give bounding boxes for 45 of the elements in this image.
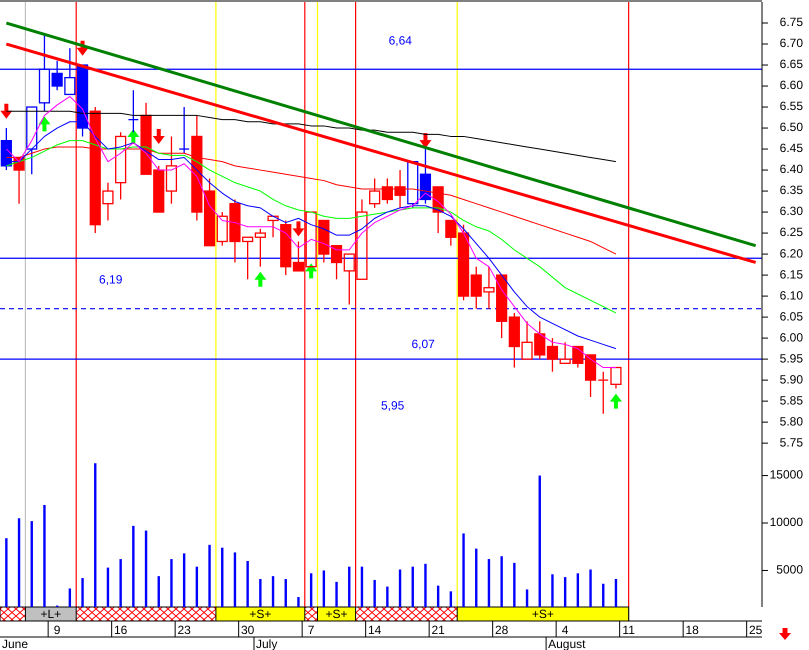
y-tick-label: 6.30 [780, 204, 804, 218]
ref-line-label: 5,95 [381, 398, 405, 412]
text: +L+ [40, 607, 62, 621]
x-tick-label: 11 [622, 623, 636, 637]
ref-line-label: 6,07 [411, 336, 436, 351]
y-tick-label: 6.50 [780, 120, 804, 134]
y-tick-label: 5.85 [780, 393, 804, 408]
text: +S+ [532, 607, 554, 621]
x-tick-label: 30 [240, 623, 255, 637]
x-tick-label: 7 [308, 623, 315, 637]
x-tick-label: 21 [431, 623, 446, 637]
y-tick-label: 6.60 [780, 78, 804, 92]
x-tick-label: 23 [177, 623, 192, 637]
y-tick-label: 6.15 [780, 267, 804, 282]
y2-tick-label: 5000 [776, 562, 804, 577]
y-tick-label: 5.75 [780, 435, 804, 450]
y-tick-label: 6.45 [780, 141, 804, 156]
x-tick-label: 14 [368, 623, 382, 637]
y-tick-label: 6.55 [780, 99, 804, 114]
y-tick-label: 6.75 [780, 15, 804, 30]
text: +S+ [249, 607, 272, 621]
y-tick-label: 6.40 [780, 162, 804, 176]
y-tick-label: 5.90 [780, 372, 804, 386]
y-tick-label: 5.95 [780, 351, 804, 366]
x-tick-label: 18 [685, 623, 700, 637]
ref-line-label: 6,64 [388, 33, 412, 48]
text: +S+ [326, 607, 348, 621]
x-tick-label: 9 [54, 623, 61, 637]
y-tick-label: 6.05 [780, 309, 804, 324]
ref-line-label: 6,19 [99, 272, 123, 286]
y2-tick-label: 15000 [770, 468, 804, 482]
x-tick-label: 4 [562, 623, 569, 637]
y-tick-label: 6.25 [780, 225, 804, 240]
y-tick-label: 6.20 [780, 246, 804, 260]
y-tick-label: 6.00 [780, 330, 804, 344]
y-tick-label: 6.65 [780, 57, 804, 72]
x-tick-label: 25 [748, 623, 763, 637]
y-tick-label: 6.10 [780, 288, 804, 302]
y2-tick-label: 10000 [770, 515, 804, 530]
text: June [2, 637, 28, 650]
x-tick-label: 28 [494, 623, 509, 637]
y-tick-label: 6.35 [780, 183, 804, 198]
x-tick-label: 16 [114, 623, 128, 637]
y-tick-label: 5.80 [780, 414, 804, 428]
y-tick-label: 6.70 [780, 36, 804, 50]
